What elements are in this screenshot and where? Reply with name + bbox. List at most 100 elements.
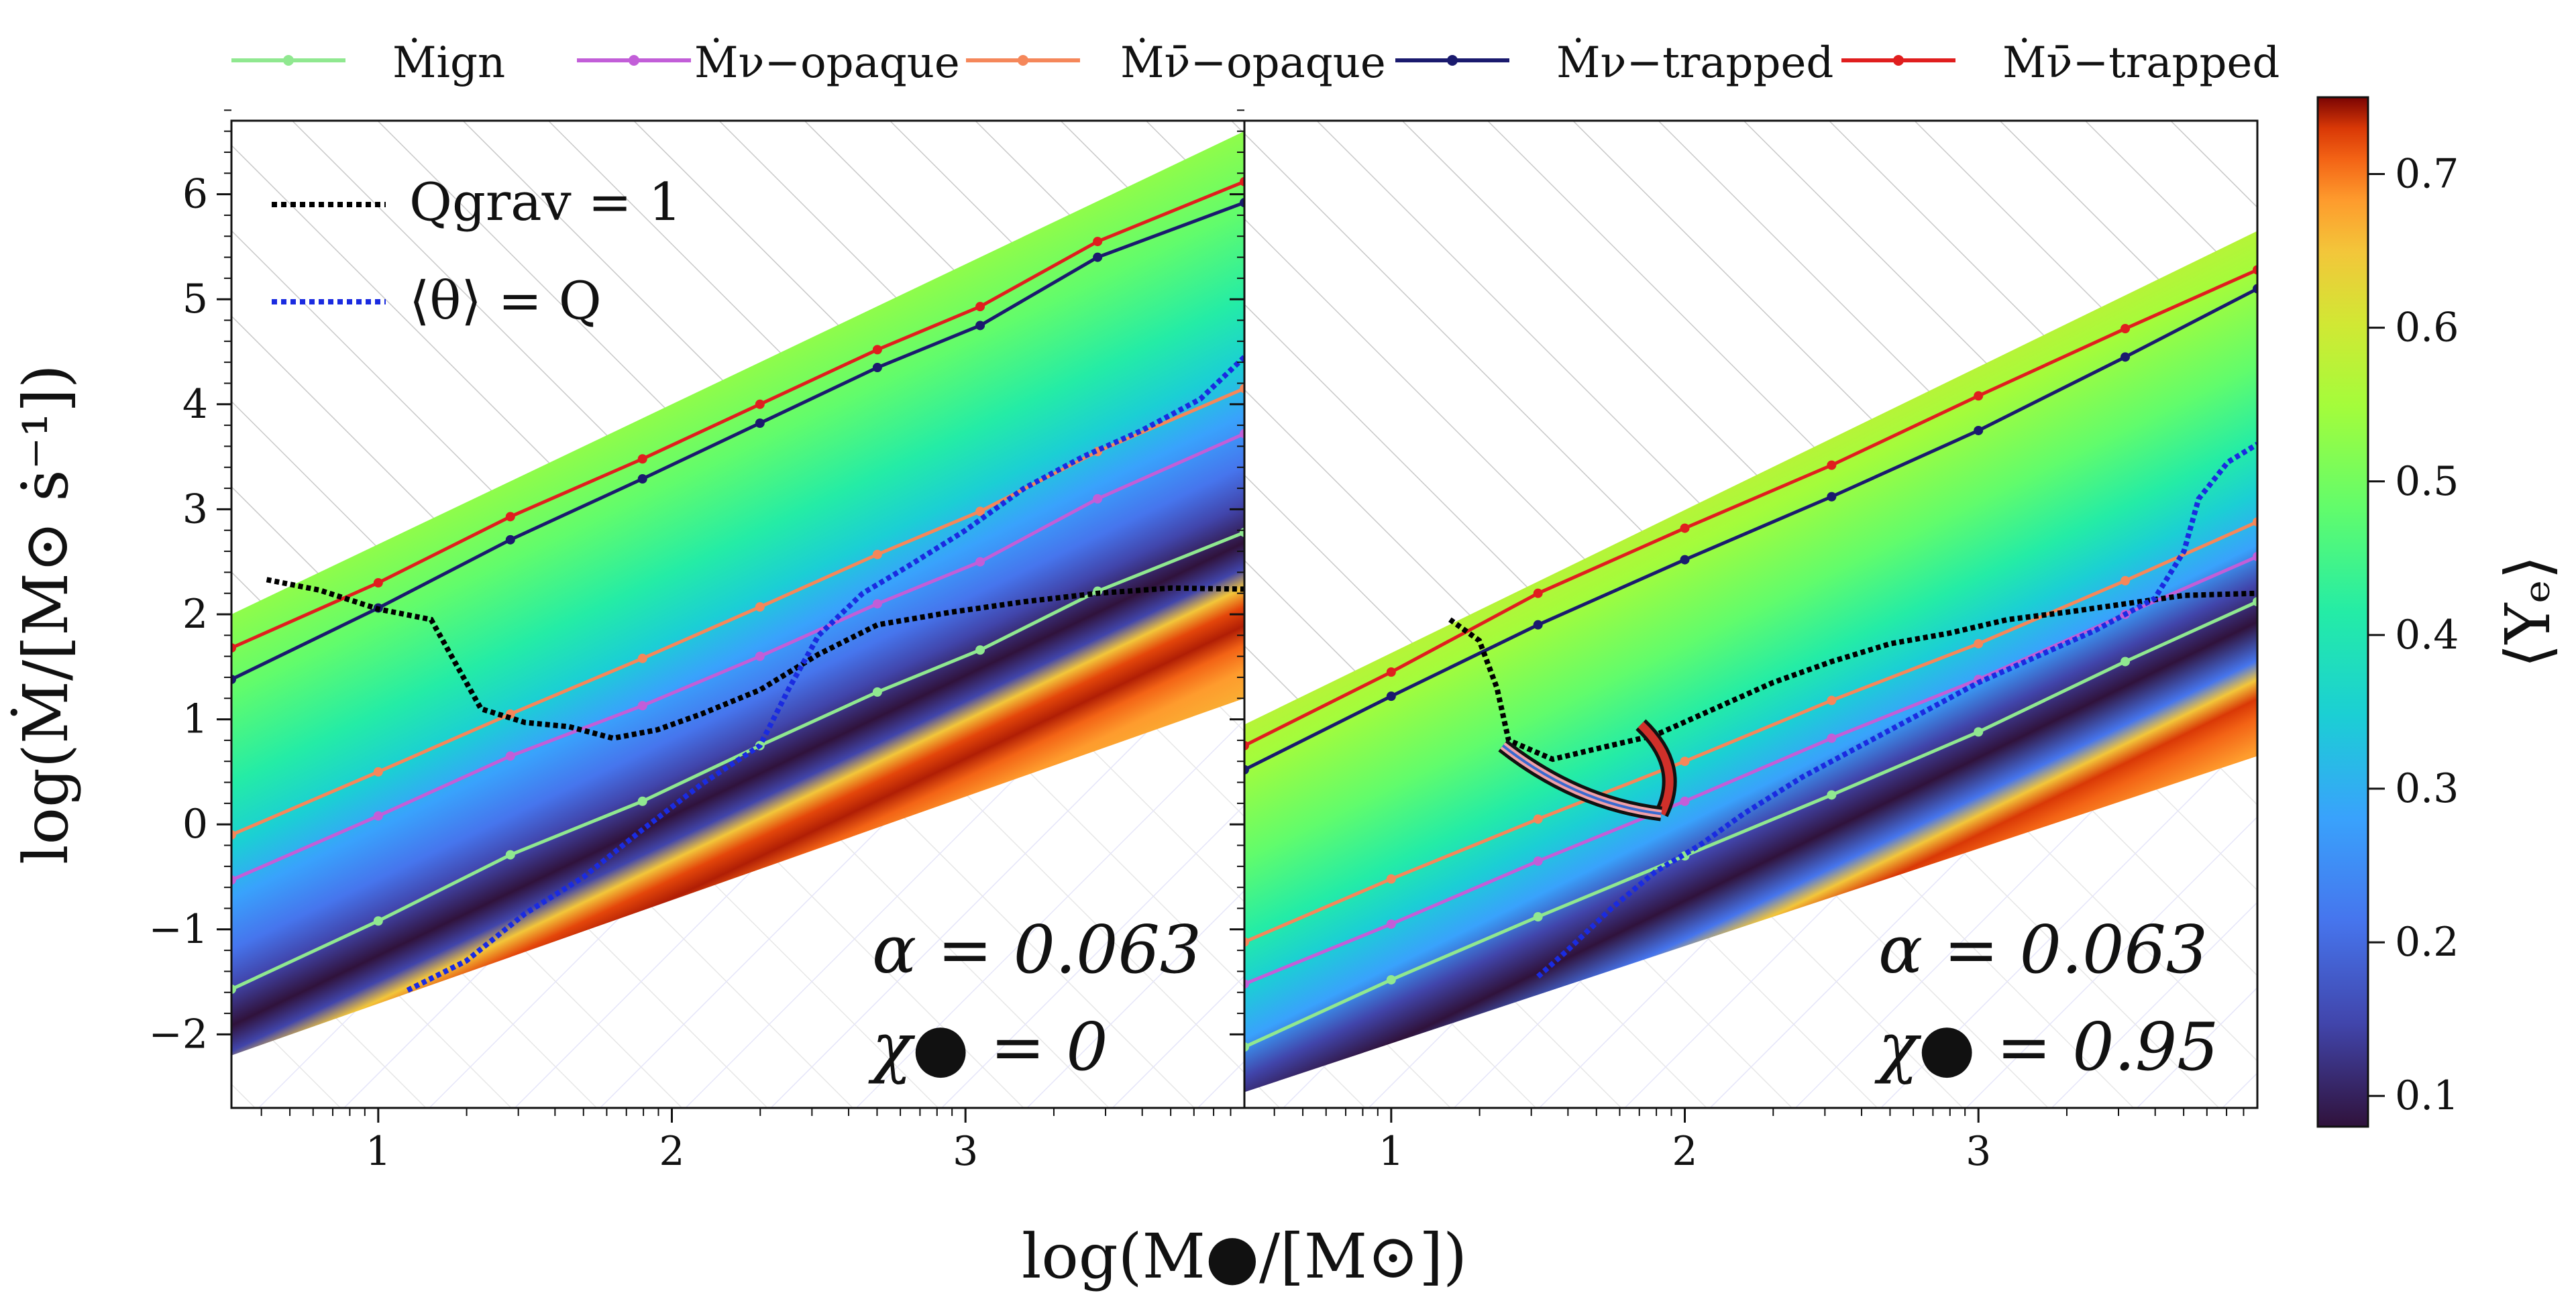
series-point [637, 653, 647, 663]
legend-qgrav-label: Qgrav = 1 [409, 172, 682, 233]
colorbar-tick-label: 0.3 [2395, 765, 2459, 812]
series-point [1244, 937, 1249, 947]
legend-nu-trapped-marker [1447, 55, 1458, 66]
series-point [755, 602, 765, 612]
y-tick-label: 3 [182, 486, 208, 532]
series-point [373, 916, 383, 926]
series-point [1244, 1042, 1249, 1052]
annotation-chi-left: χ● = 0 [868, 1009, 1108, 1086]
y-tick-label: −2 [149, 1011, 208, 1058]
series-point [1240, 176, 1244, 186]
colorbar-label: ⟨Yₑ⟩ [2492, 555, 2564, 668]
legend-nu-trapped-label: Ṁν−trapped [1556, 38, 1833, 88]
series-point [373, 578, 383, 588]
series-point [2253, 265, 2257, 275]
hatch-lower-fade [231, 698, 1244, 1108]
series-point [1240, 198, 1244, 208]
legend-nubar-trapped-marker [1893, 55, 1904, 66]
series-point [2253, 517, 2257, 527]
qgrav-curve [266, 577, 1244, 741]
series-point [1533, 856, 1543, 866]
series-line [1244, 600, 2257, 1049]
series-point [637, 473, 647, 484]
series-point [1827, 492, 1837, 502]
legend-theta-label: ⟨θ⟩ = Q [409, 271, 602, 331]
annotation-chi-right: χ● = 0.95 [1874, 1009, 2219, 1086]
colorbar-tick-label: 0.7 [2395, 151, 2459, 198]
series-point [975, 645, 985, 655]
track-tail-core [1501, 744, 1662, 816]
series-point [1093, 494, 1103, 504]
series-point [1533, 911, 1543, 921]
colorbar-tick-label: 0.4 [2395, 612, 2459, 659]
theta-q-curve [406, 355, 1244, 993]
series-point [1827, 695, 1837, 706]
colorbar [2316, 96, 2369, 1128]
series-point [1244, 740, 1249, 750]
panel-left [231, 121, 1244, 1108]
legend-nu-opaque-label: Ṁν−opaque [694, 38, 960, 88]
series-point [637, 454, 647, 464]
series-point [975, 506, 985, 516]
series-line [1244, 268, 2257, 747]
y-axis-label: log(Ṁ/[M⊙ ṡ⁻¹]) [10, 364, 82, 864]
series-point [872, 363, 882, 372]
series-point [1093, 252, 1103, 262]
series-point [231, 985, 236, 995]
y-tick-label: −1 [149, 906, 208, 953]
panel-right [1244, 121, 2257, 1108]
series-point [1680, 555, 1690, 565]
x-tick-label: 2 [1672, 1128, 1697, 1175]
series-point [1827, 790, 1837, 800]
legend-nubar-opaque-marker [1018, 55, 1028, 66]
series-point [1827, 733, 1837, 743]
colorbar-tick-label: 0.1 [2395, 1072, 2459, 1119]
series-point [231, 643, 236, 653]
series-point [2121, 352, 2131, 362]
series-point [505, 535, 515, 545]
x-tick-label: 3 [953, 1128, 978, 1175]
top-legend: Ṁign Ṁν−opaque Ṁν̄−opaque Ṁν−trapped Ṁν̄… [231, 38, 2279, 88]
colorbar-ticks: 0.1 0.2 0.3 0.4 0.5 0.6 0.7 [2368, 151, 2459, 1119]
series-point [1974, 638, 1984, 649]
series-point [2121, 657, 2131, 667]
y-tick-label: 6 [182, 171, 208, 218]
qgrav-curve [1448, 590, 2257, 763]
series-point [1974, 727, 1984, 737]
y-tick-label: 4 [182, 381, 208, 428]
legend-nubar-trapped-label: Ṁν̄−trapped [2002, 38, 2279, 88]
series-point [975, 321, 985, 331]
series-point [637, 796, 647, 806]
series-point [2121, 575, 2131, 585]
series-point [2121, 324, 2131, 334]
legend-nubar-opaque-label: Ṁν̄−opaque [1120, 38, 1386, 88]
series-point [1386, 667, 1396, 677]
y-tick-label: 0 [182, 801, 208, 848]
legend-ign-label: Ṁign [392, 38, 505, 88]
y-tick-label: 5 [182, 276, 208, 323]
inner-legend: Qgrav = 1 ⟨θ⟩ = Q [272, 172, 682, 331]
series-point [1533, 588, 1543, 598]
series-point [2253, 597, 2257, 607]
series-point [1093, 237, 1103, 247]
y-tick-label: 1 [182, 696, 208, 743]
x-tick-label: 2 [659, 1128, 684, 1175]
series-point [1680, 756, 1690, 767]
series-point [872, 687, 882, 697]
series-point [1827, 460, 1837, 470]
series-point [231, 675, 236, 685]
series-point [755, 418, 765, 428]
series-point [2253, 284, 2257, 294]
axes-left: 1 2 3 −2 −1 0 1 2 3 4 5 6 [149, 109, 1232, 1175]
series-point [975, 557, 985, 567]
x-tick-label: 1 [1379, 1128, 1404, 1175]
x-tick-label: 1 [366, 1128, 391, 1175]
series-point [505, 751, 515, 761]
series-point [1240, 384, 1244, 394]
series-line [1244, 555, 2257, 986]
x-axis-label: log(M●/[M⊙]) [1022, 1221, 1467, 1292]
series-point [505, 512, 515, 522]
series-point [1386, 974, 1396, 985]
annotation-alpha-right: α = 0.063 [1878, 912, 2208, 989]
